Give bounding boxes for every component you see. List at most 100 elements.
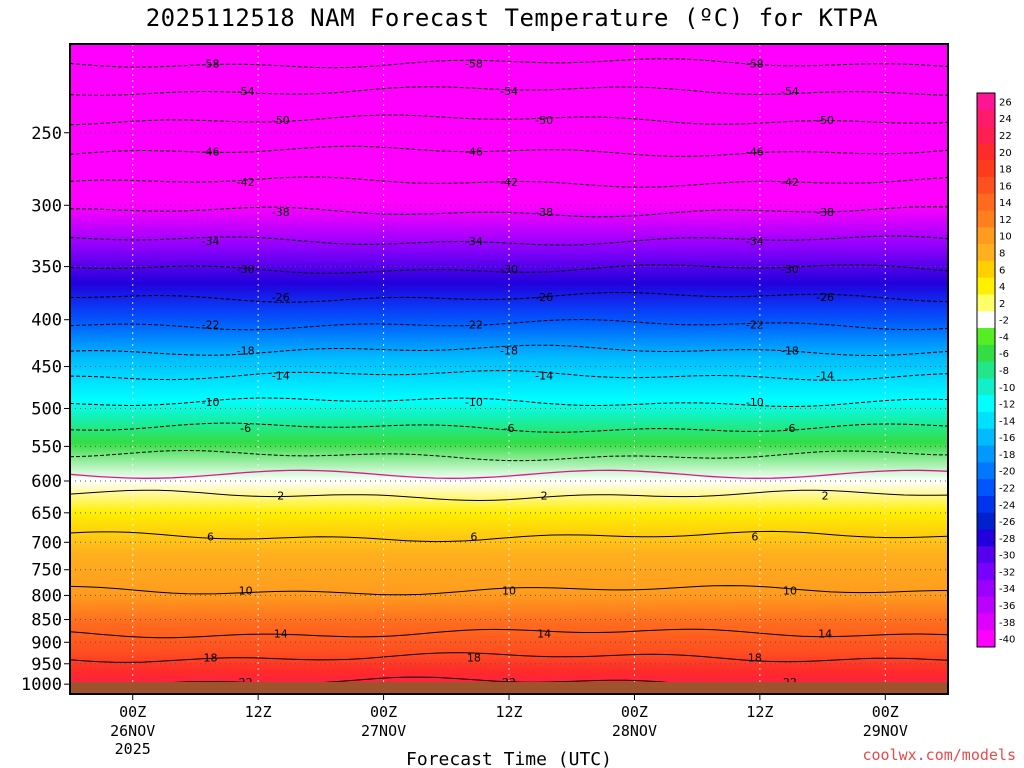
- contour-label: -26: [535, 291, 553, 304]
- contour-label: -58: [201, 57, 219, 70]
- colorbar-label: -36: [999, 601, 1015, 612]
- y-tick-label: 450: [31, 358, 62, 378]
- y-tick-label: 950: [31, 655, 62, 675]
- colorbar-swatch: [977, 93, 995, 111]
- colorbar-label: -14: [999, 416, 1015, 427]
- colorbar-swatch: [977, 361, 995, 379]
- colorbar-label: 14: [999, 198, 1012, 209]
- colorbar-label: -12: [999, 400, 1015, 411]
- colorbar-label: -4: [999, 332, 1009, 343]
- contour-label: -10: [201, 396, 219, 409]
- contour-label: -46: [201, 145, 219, 158]
- colorbar-label: -30: [999, 551, 1015, 562]
- contour-label: 2: [822, 489, 829, 502]
- y-tick-label: 600: [31, 472, 62, 492]
- colorbar-swatch: [977, 529, 995, 547]
- contour-label: 2: [541, 489, 548, 502]
- isotherm-line: [70, 449, 948, 462]
- contour-label: 6: [751, 531, 758, 544]
- y-tick-label: 1000: [21, 675, 62, 695]
- isotherm-line: [70, 176, 948, 188]
- colorbar-swatch: [977, 495, 995, 514]
- contour-label: -54: [500, 85, 518, 98]
- contour-label: 18: [748, 651, 762, 664]
- isotherm-line: [70, 370, 948, 381]
- colorbar-swatch: [977, 328, 995, 346]
- y-tick-label: 650: [31, 504, 62, 524]
- contour-label: 14: [818, 627, 832, 640]
- isotherm-line: [70, 318, 948, 331]
- contour-label: -6: [504, 422, 515, 435]
- isotherm-line: [70, 145, 948, 157]
- contour-label: -58: [746, 57, 764, 70]
- chart-title: 2025112518 NAM Forecast Temperature (ºC)…: [145, 4, 879, 32]
- colorbar-swatch: [977, 462, 995, 480]
- colorbar-swatch: [977, 630, 995, 648]
- y-tick-label: 350: [31, 258, 62, 278]
- y-tick-label: 250: [31, 124, 62, 144]
- colorbar-label: 12: [999, 215, 1012, 226]
- x-tick-year: 2025: [115, 740, 151, 758]
- isotherm-line: [70, 292, 948, 303]
- isotherm-line: [70, 397, 948, 408]
- y-tick-label: 750: [31, 561, 62, 581]
- colorbar-border: [976, 92, 996, 648]
- contour-label: 14: [274, 627, 288, 640]
- contour-label: -14: [272, 369, 290, 382]
- isotherm-line: [70, 489, 948, 502]
- colorbar-label: 4: [999, 282, 1005, 293]
- contour-label: -42: [781, 176, 799, 189]
- contour-label: -34: [746, 235, 764, 248]
- colorbar-label: -32: [999, 567, 1015, 578]
- colorbar-swatch: [977, 143, 995, 161]
- x-tick-label: 00Z: [370, 703, 397, 721]
- contour-label: -14: [535, 369, 553, 382]
- y-tick-label: 550: [31, 437, 62, 457]
- isotherm-line: [70, 530, 948, 543]
- colorbar-label: -28: [999, 534, 1015, 545]
- colorbar-swatch: [977, 193, 995, 212]
- x-tick-label: 00Z: [621, 703, 648, 721]
- colorbar-label: -16: [999, 433, 1015, 444]
- contour-label: -26: [816, 291, 834, 304]
- y-tick-label: 850: [31, 611, 62, 631]
- y-tick-label: 300: [31, 196, 62, 216]
- colorbar-label: 24: [999, 114, 1012, 125]
- contour-label: -58: [465, 57, 483, 70]
- colorbar-label: -26: [999, 517, 1015, 528]
- x-tick-date: 26NOV: [110, 722, 155, 740]
- colorbar-label: -18: [999, 450, 1015, 461]
- colorbar-label: -8: [999, 366, 1009, 377]
- isotherm-line: [70, 114, 948, 126]
- colorbar-label: 22: [999, 131, 1012, 142]
- isotherm-line: [70, 264, 948, 274]
- watermark[interactable]: coolwx.com/models: [862, 746, 1016, 764]
- colorbar: 26 24 22 20 18 16 14 12 10 8 6 4 2 -2 -4 -6 -8 -10 -12 -14 -…: [976, 92, 1015, 648]
- x-tick-date: 29NOV: [863, 722, 908, 740]
- colorbar-swatch: [977, 109, 995, 128]
- colorbar-swatch: [977, 344, 995, 363]
- contour-label: -38: [272, 206, 290, 219]
- isotherm-line: [70, 422, 948, 433]
- contour-label: -18: [781, 344, 799, 357]
- isotherm-line: [70, 58, 948, 69]
- contour-label: 10: [502, 584, 516, 597]
- x-axis-label: Forecast Time (UTC): [406, 749, 612, 768]
- colorbar-label: -22: [999, 484, 1015, 495]
- colorbar-swatch: [977, 395, 995, 413]
- x-tick-label: 12Z: [495, 703, 522, 721]
- contour-label: -50: [816, 114, 834, 127]
- contour-label: -34: [201, 235, 219, 248]
- contour-label: -34: [465, 235, 483, 248]
- colorbar-label: 18: [999, 165, 1012, 176]
- colorbar-swatch: [977, 596, 995, 614]
- colorbar-label: 2: [999, 299, 1005, 310]
- colorbar-label: 8: [999, 248, 1005, 259]
- contour-label: -26: [272, 291, 290, 304]
- colorbar-swatch: [977, 512, 995, 530]
- colorbar-label: 6: [999, 265, 1005, 276]
- colorbar-swatch: [977, 227, 995, 245]
- colorbar-label: -20: [999, 467, 1015, 478]
- contour-label: 10: [239, 584, 253, 597]
- contour-label: 2: [277, 489, 284, 502]
